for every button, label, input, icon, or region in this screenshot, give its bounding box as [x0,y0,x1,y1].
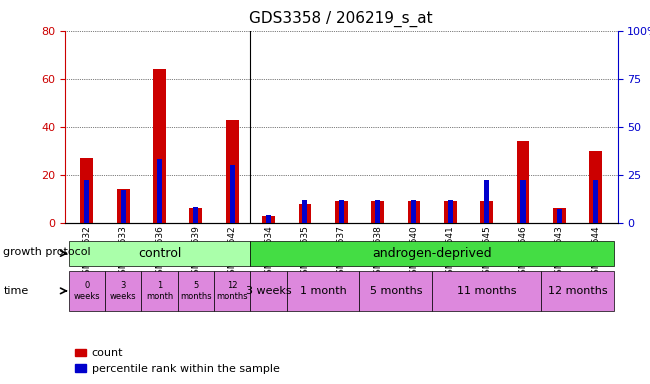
Text: 12
months: 12 months [216,281,248,301]
Bar [375,200,380,223]
Text: 0
weeks: 0 weeks [73,281,100,301]
Bar [553,208,566,223]
Bar [226,119,239,223]
Bar [593,180,598,223]
FancyBboxPatch shape [141,271,177,311]
Title: GDS3358 / 206219_s_at: GDS3358 / 206219_s_at [250,10,433,26]
Text: 5 months: 5 months [369,286,422,296]
Bar [266,215,271,223]
Bar [590,151,602,223]
Bar [190,208,202,223]
Text: time: time [3,286,29,296]
FancyBboxPatch shape [214,271,250,311]
Bar [298,204,311,223]
Bar [521,180,526,223]
FancyBboxPatch shape [250,242,614,266]
Bar [229,165,235,223]
FancyBboxPatch shape [359,271,432,311]
Text: control: control [138,247,181,260]
Bar [480,201,493,223]
Bar [408,201,421,223]
Bar [153,69,166,223]
Text: 3
weeks: 3 weeks [110,281,136,301]
Bar [84,180,89,223]
Bar [117,189,129,223]
FancyBboxPatch shape [105,271,141,311]
Bar [444,201,457,223]
Bar [157,159,162,223]
Bar [411,200,417,223]
Bar [121,190,125,223]
Bar [302,200,307,223]
FancyBboxPatch shape [69,271,105,311]
Bar [484,180,489,223]
Text: 1 month: 1 month [300,286,346,296]
FancyBboxPatch shape [432,271,541,311]
Bar [557,209,562,223]
FancyBboxPatch shape [177,271,214,311]
Text: 11 months: 11 months [457,286,516,296]
Bar [81,158,93,223]
Legend: count, percentile rank within the sample: count, percentile rank within the sample [71,344,284,379]
FancyBboxPatch shape [287,271,359,311]
Bar [193,207,198,223]
Bar [262,215,275,223]
Bar [517,141,529,223]
FancyBboxPatch shape [541,271,614,311]
Bar [339,200,344,223]
Text: 1
month: 1 month [146,281,173,301]
Text: 3 weeks: 3 weeks [246,286,291,296]
FancyBboxPatch shape [69,242,250,266]
Text: 5
months: 5 months [180,281,212,301]
Text: androgen-deprived: androgen-deprived [372,247,492,260]
Text: 12 months: 12 months [548,286,607,296]
Text: growth protocol: growth protocol [3,247,91,257]
FancyBboxPatch shape [250,271,287,311]
Bar [371,201,384,223]
Bar [448,200,453,223]
Bar [335,201,348,223]
